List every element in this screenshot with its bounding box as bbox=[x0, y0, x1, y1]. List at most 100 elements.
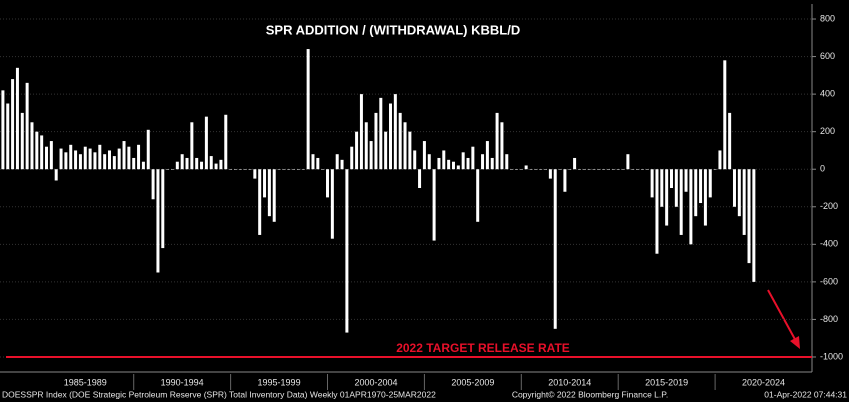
bar bbox=[447, 159, 451, 170]
bar bbox=[422, 141, 426, 170]
y-tick-label: -800 bbox=[820, 314, 838, 324]
bar bbox=[166, 169, 170, 170]
bar bbox=[146, 129, 150, 170]
bar bbox=[141, 161, 145, 170]
y-tick-label: -600 bbox=[820, 276, 838, 286]
bar bbox=[587, 169, 591, 170]
bar bbox=[282, 169, 286, 170]
bar bbox=[296, 169, 300, 170]
bar bbox=[553, 169, 557, 329]
bar bbox=[636, 169, 640, 170]
bar bbox=[311, 154, 315, 170]
bar bbox=[229, 169, 233, 170]
bar bbox=[388, 103, 392, 170]
bar bbox=[69, 144, 73, 170]
bar bbox=[45, 146, 49, 170]
bar bbox=[292, 169, 296, 170]
bar bbox=[200, 161, 204, 170]
bar bbox=[699, 169, 703, 204]
bar bbox=[359, 94, 363, 170]
bar bbox=[374, 112, 378, 170]
bar bbox=[505, 154, 509, 170]
bar bbox=[369, 141, 373, 170]
bar bbox=[35, 131, 39, 170]
bar bbox=[481, 154, 485, 170]
bar bbox=[364, 122, 368, 170]
bar bbox=[607, 169, 611, 170]
bar bbox=[345, 169, 349, 333]
bar bbox=[466, 157, 470, 170]
footer-source: DOESSPR Index (DOE Strategic Petroleum R… bbox=[2, 389, 436, 399]
bar bbox=[514, 169, 518, 170]
bar bbox=[88, 148, 92, 170]
bar bbox=[413, 150, 417, 170]
bar bbox=[403, 122, 407, 170]
y-tick-label: 400 bbox=[820, 88, 835, 98]
bar bbox=[180, 154, 184, 170]
bar bbox=[214, 163, 218, 170]
bar bbox=[243, 169, 247, 170]
bar bbox=[15, 67, 19, 170]
arrow bbox=[767, 289, 800, 349]
bar bbox=[563, 169, 567, 192]
bar bbox=[611, 169, 615, 170]
bar bbox=[544, 169, 548, 170]
x-tick-label: 2000-2004 bbox=[354, 377, 397, 387]
bar bbox=[665, 169, 669, 226]
bar bbox=[190, 122, 194, 170]
bar bbox=[728, 112, 732, 170]
bar bbox=[621, 169, 625, 170]
bar bbox=[204, 116, 208, 170]
bar bbox=[258, 169, 262, 235]
y-tick-label: -400 bbox=[820, 239, 838, 249]
x-tick-label: 2010-2014 bbox=[548, 377, 591, 387]
bar bbox=[558, 169, 562, 170]
bar bbox=[718, 150, 722, 170]
bar bbox=[112, 156, 116, 170]
bar bbox=[384, 131, 388, 170]
bar bbox=[151, 169, 155, 200]
y-tick-label: 800 bbox=[820, 13, 835, 23]
x-tick-label: 2020-2024 bbox=[742, 377, 785, 387]
bar bbox=[418, 169, 422, 188]
bar bbox=[267, 169, 271, 217]
bar bbox=[461, 152, 465, 170]
bar bbox=[6, 103, 10, 170]
bar bbox=[519, 169, 523, 170]
bar bbox=[161, 169, 165, 249]
bar bbox=[306, 49, 310, 170]
x-tick-label: 1995-1999 bbox=[258, 377, 301, 387]
chart-title: SPR ADDITION / (WITHDRAWAL) KBBL/D bbox=[266, 22, 520, 37]
bar bbox=[524, 165, 528, 170]
bar bbox=[689, 169, 693, 245]
bar bbox=[59, 148, 63, 170]
bar bbox=[548, 169, 552, 179]
bar bbox=[679, 169, 683, 235]
bar bbox=[185, 157, 189, 170]
bar bbox=[476, 169, 480, 222]
bar bbox=[350, 146, 354, 170]
bar bbox=[655, 169, 659, 254]
bar bbox=[137, 144, 141, 170]
x-tick-label: 1985-1989 bbox=[64, 377, 107, 387]
bar bbox=[427, 154, 431, 170]
y-tick-label: -200 bbox=[820, 201, 838, 211]
bar bbox=[432, 169, 436, 241]
bar bbox=[195, 157, 199, 170]
x-tick-label: 1990-1994 bbox=[161, 377, 204, 387]
bar bbox=[534, 169, 538, 170]
bar bbox=[103, 154, 107, 170]
bar bbox=[170, 169, 174, 170]
bar bbox=[674, 169, 678, 207]
bar bbox=[49, 141, 53, 170]
bar bbox=[398, 112, 402, 170]
bar bbox=[20, 112, 24, 170]
bar bbox=[64, 152, 68, 170]
bar bbox=[277, 169, 281, 170]
bar bbox=[732, 169, 736, 207]
bar bbox=[54, 169, 58, 181]
bar bbox=[132, 157, 136, 170]
